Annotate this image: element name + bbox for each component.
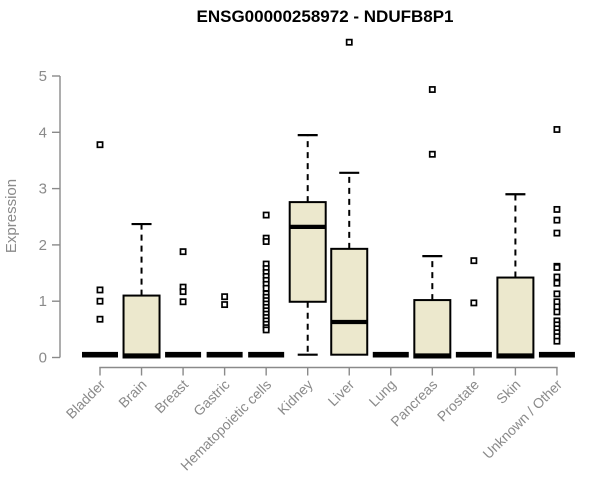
outlier-point [553,273,561,281]
outlier-point [553,229,561,237]
boxplot-bladder [82,141,118,358]
y-tick-label: 1 [39,293,47,310]
outlier-point [96,315,104,323]
x-tick-label-kidney: Kidney [274,376,316,418]
flat-box-breast [165,351,202,358]
outlier-point [553,126,561,133]
boxplot-brain [122,222,161,359]
outlier-point [470,299,478,307]
y-tick-label: 5 [39,68,47,85]
outlier-point [553,308,561,316]
flat-box-bladder [82,351,118,358]
outlier-point [179,298,187,306]
outlier-point [553,279,561,287]
boxplot-breast [165,248,202,358]
boxplot-pancreas [413,86,452,359]
y-tick-label: 2 [39,237,47,254]
outlier-point [428,86,436,93]
outlier-point [428,150,436,158]
box-liver [330,247,369,356]
outlier-point [262,211,270,219]
x-tick-label-breast: Breast [151,376,191,416]
flat-box-gastric [206,351,243,358]
y-axis-label: Expression [3,179,20,253]
boxplot-kidney [288,134,327,356]
outlier-point [553,337,561,345]
outlier-point [262,326,270,334]
boxplot-lung [372,351,409,358]
outlier-point [96,297,104,305]
boxplot-unknown-other [538,126,575,358]
outlier-point [553,263,561,271]
flat-box-unknown-other [538,351,575,358]
box-series [82,38,575,359]
x-tick-label-bladder: Bladder [63,376,109,422]
box-kidney [288,201,327,303]
x-tick-label-lung: Lung [366,376,399,409]
x-tick-label-unknown-other: Unknown / Other [479,376,565,462]
outlier-point [262,238,270,245]
boxplot-hematopoietic-cells [248,211,285,358]
outlier-point [553,290,561,298]
boxplot-skin [496,193,535,359]
boxplot-prostate [455,257,492,358]
outlier-point [221,293,229,301]
outlier-point [179,288,187,296]
box-skin [496,276,535,359]
boxplot-gastric [206,293,243,358]
x-tick-label-liver: Liver [325,376,358,409]
flat-box-hematopoietic-cells [248,351,285,358]
outlier-point [179,248,187,256]
outlier-point [262,284,270,292]
box-pancreas [413,299,452,359]
outlier-point [96,286,104,294]
outlier-point [221,301,229,309]
outlier-point [470,257,478,265]
flat-box-lung [372,351,409,358]
y-tick-label: 4 [39,124,47,141]
chart-title: ENSG00000258972 - NDUFB8P1 [196,7,453,26]
y-tick-label: 0 [39,350,47,367]
x-tick-label-brain: Brain [115,376,149,410]
x-tick-label-skin: Skin [493,376,524,407]
outlier-point [553,205,561,213]
y-tick-label: 3 [39,181,47,198]
x-tick-label-prostate: Prostate [434,376,482,424]
outlier-point [553,216,561,224]
boxplot-liver [330,38,369,356]
outlier-point [345,38,353,46]
box-brain [122,294,161,359]
outlier-point [96,141,104,149]
flat-box-prostate [455,351,492,358]
